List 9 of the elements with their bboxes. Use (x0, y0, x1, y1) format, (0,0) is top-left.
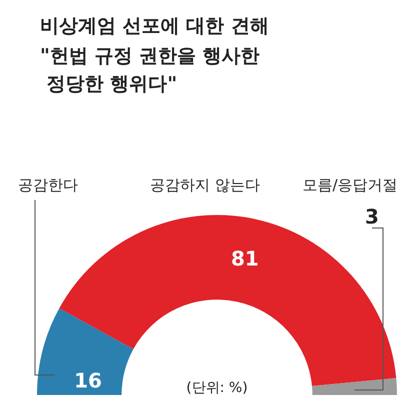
data-label: 3 (365, 204, 379, 228)
data-label: 81 (231, 246, 259, 271)
chart-subtitle: "헌법 규정 권한을 행사한 정당한 행위다" (40, 45, 260, 95)
chart-title: 비상계엄 선포에 대한 견해 (40, 15, 269, 37)
slice-label: 모름/응답거절 (302, 176, 398, 194)
slice-label: 공감한다 (18, 176, 78, 194)
data-label: 16 (74, 368, 102, 392)
text: (단위: %) (186, 380, 248, 396)
slice-label: 공감하지 않는다 (150, 176, 260, 194)
